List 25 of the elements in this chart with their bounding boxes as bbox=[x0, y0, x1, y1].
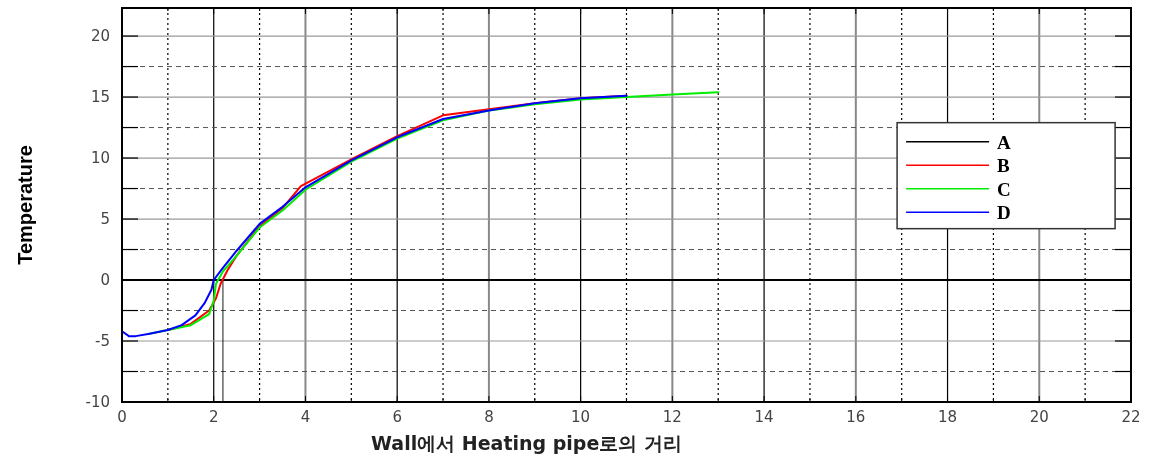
x-axis-title: Wall에서 Heating pipe로의 거리 bbox=[371, 432, 682, 454]
y-tick-label: -10 bbox=[85, 393, 110, 411]
y-tick-label: -5 bbox=[95, 332, 110, 351]
x-tick-label: 16 bbox=[846, 408, 866, 426]
x-tick-label: 18 bbox=[938, 408, 958, 426]
y-axis-title: Temperature bbox=[14, 145, 36, 265]
y-tick-label: 20 bbox=[90, 27, 110, 46]
x-tick-label: 14 bbox=[754, 408, 774, 426]
x-tick-label: 22 bbox=[1121, 408, 1141, 426]
x-tick-label: 2 bbox=[208, 408, 219, 426]
y-tick-label: 15 bbox=[90, 88, 110, 107]
legend-label: A bbox=[997, 131, 1012, 153]
y-tick-label: 0 bbox=[100, 271, 110, 290]
x-tick-label: 20 bbox=[1029, 408, 1049, 426]
x-tick-label: 8 bbox=[484, 408, 494, 426]
y-tick-label: 5 bbox=[100, 210, 110, 229]
x-tick-label: 10 bbox=[571, 408, 591, 426]
legend-label: B bbox=[997, 155, 1011, 177]
y-tick-label: 10 bbox=[90, 149, 110, 168]
legend-label: C bbox=[997, 178, 1011, 200]
x-tick-label: 6 bbox=[392, 408, 402, 426]
x-tick-label: 12 bbox=[662, 408, 682, 426]
x-tick-label: 0 bbox=[117, 408, 127, 426]
x-tick-label: 4 bbox=[300, 408, 311, 426]
legend-label: D bbox=[997, 202, 1011, 224]
